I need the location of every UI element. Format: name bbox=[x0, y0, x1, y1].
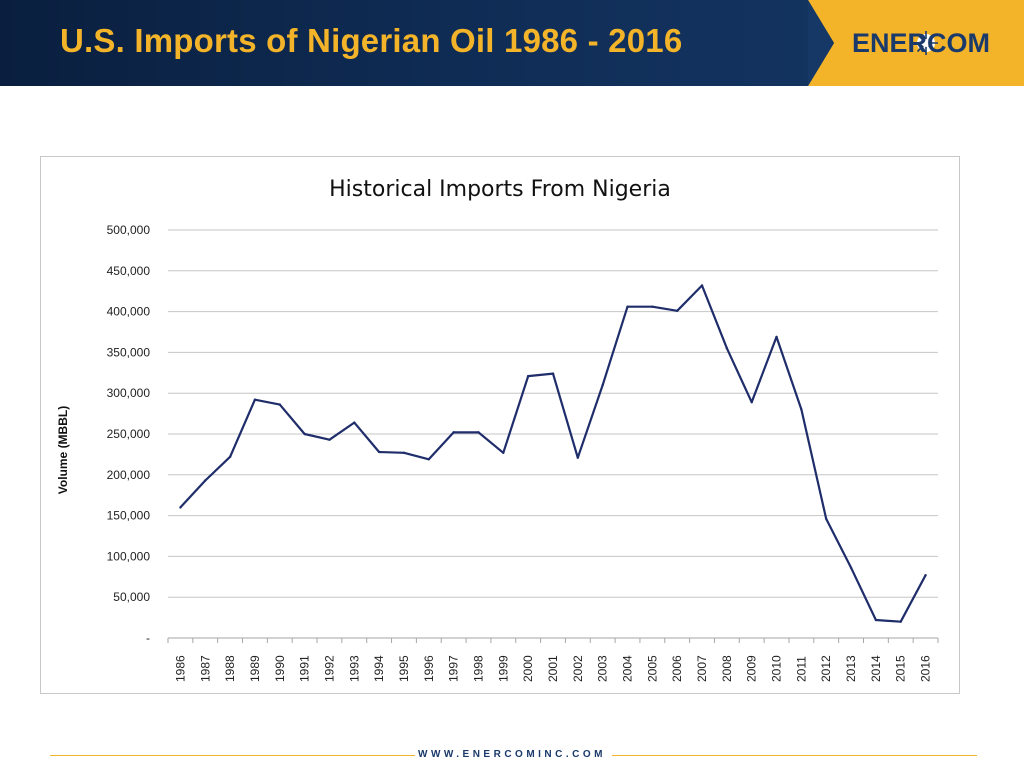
data-point bbox=[353, 421, 356, 424]
x-tick-label: 2013 bbox=[844, 655, 858, 682]
footer-url: WWW.ENERCOMINC.COM bbox=[418, 749, 606, 760]
chart-title: Historical Imports From Nigeria bbox=[329, 177, 671, 202]
data-point bbox=[675, 309, 679, 312]
x-tick-label: 2014 bbox=[869, 655, 883, 682]
series-line bbox=[179, 284, 927, 623]
x-tick-label: 2012 bbox=[819, 655, 833, 682]
x-tick-label: 1995 bbox=[397, 655, 411, 682]
x-tick-label: 2004 bbox=[621, 655, 635, 682]
x-tick-label: 1986 bbox=[173, 655, 187, 682]
x-tick-label: 1999 bbox=[496, 655, 510, 682]
slide-title: U.S. Imports of Nigerian Oil 1986 - 2016 bbox=[60, 22, 683, 59]
x-tick-label: 1997 bbox=[447, 655, 461, 682]
x-tick-label: 2003 bbox=[596, 655, 610, 682]
y-tick-label: 250,000 bbox=[107, 427, 151, 441]
x-tick-label: 2000 bbox=[521, 655, 535, 682]
axes bbox=[167, 637, 939, 643]
data-point bbox=[427, 458, 431, 461]
x-tick-label: 1989 bbox=[248, 655, 262, 682]
y-tick-label: 100,000 bbox=[107, 549, 151, 563]
y-tick-label: - bbox=[146, 631, 150, 645]
x-tick-label: 1990 bbox=[273, 655, 287, 682]
data-point bbox=[626, 305, 629, 308]
data-point bbox=[402, 451, 406, 454]
x-tick-label: 2002 bbox=[571, 655, 585, 682]
data-point bbox=[849, 566, 853, 570]
y-tick-label: 300,000 bbox=[107, 386, 151, 400]
chart-frame bbox=[40, 156, 960, 694]
y-tick-label: 150,000 bbox=[107, 509, 151, 523]
y-tick-label: 450,000 bbox=[107, 264, 151, 278]
logo-text: ENERCOM bbox=[852, 28, 991, 58]
x-tick-label: 1993 bbox=[347, 655, 361, 682]
starburst-icon bbox=[914, 31, 938, 55]
x-tick-label: 2007 bbox=[695, 655, 709, 682]
x-tick-label: 2015 bbox=[894, 655, 908, 682]
data-point bbox=[874, 618, 878, 622]
y-tick-label: 350,000 bbox=[107, 345, 151, 359]
data-point bbox=[551, 372, 555, 375]
x-tick-label: 2008 bbox=[720, 655, 734, 682]
data-point bbox=[228, 455, 232, 459]
data-point bbox=[750, 400, 753, 404]
gridlines bbox=[168, 229, 938, 598]
y-tick-label: 50,000 bbox=[113, 590, 150, 604]
data-point bbox=[775, 335, 778, 339]
x-tick-label: 1988 bbox=[223, 655, 237, 682]
x-tick-labels: 1986 1987 1988 1989 1990 1991 1992 1993 1994 1995… bbox=[173, 655, 932, 682]
x-tick-label: 2016 bbox=[919, 655, 933, 682]
data-point bbox=[526, 374, 530, 378]
x-tick-label: 1987 bbox=[198, 655, 212, 682]
x-tick-label: 2009 bbox=[745, 655, 759, 682]
data-point bbox=[179, 506, 182, 509]
x-tick-label: 1998 bbox=[471, 655, 485, 682]
data-point bbox=[800, 408, 803, 411]
data-point bbox=[576, 456, 580, 459]
x-tick-label: 2001 bbox=[546, 655, 560, 682]
data-point bbox=[725, 347, 729, 350]
data-point bbox=[924, 573, 927, 577]
x-tick-label: 1991 bbox=[298, 655, 312, 682]
data-point bbox=[825, 517, 828, 521]
y-tick-label: 400,000 bbox=[107, 305, 151, 319]
data-point bbox=[899, 620, 902, 623]
data-point bbox=[700, 284, 704, 287]
data-point bbox=[328, 438, 331, 441]
y-tick-label: 500,000 bbox=[107, 223, 151, 237]
y-tick-label: 200,000 bbox=[107, 468, 151, 482]
data-point bbox=[452, 431, 455, 434]
data-point bbox=[651, 305, 654, 308]
x-tick-label: 1994 bbox=[372, 655, 386, 682]
footer-rule-right bbox=[612, 755, 977, 756]
x-tick-label: 2006 bbox=[670, 655, 684, 682]
data-point bbox=[377, 450, 381, 454]
enercom-logo bbox=[808, 0, 1024, 86]
data-point bbox=[253, 398, 257, 401]
data-point bbox=[303, 432, 306, 436]
footer-rule-left bbox=[50, 755, 415, 756]
y-tick-labels: - 50,000 100,000 150,000 200,000 250,000 300,0… bbox=[107, 223, 151, 645]
logo-background bbox=[808, 0, 1024, 86]
x-tick-label: 2010 bbox=[770, 655, 784, 682]
data-point bbox=[502, 451, 505, 454]
data-point bbox=[278, 403, 281, 406]
x-tick-label: 2005 bbox=[645, 655, 659, 682]
data-point bbox=[477, 431, 480, 434]
series-group bbox=[179, 284, 927, 623]
data-point bbox=[204, 479, 207, 482]
x-tick-label: 1996 bbox=[422, 655, 436, 682]
x-tick-label: 2011 bbox=[794, 656, 808, 682]
x-tick-label: 1992 bbox=[322, 655, 336, 682]
data-point bbox=[601, 383, 604, 387]
